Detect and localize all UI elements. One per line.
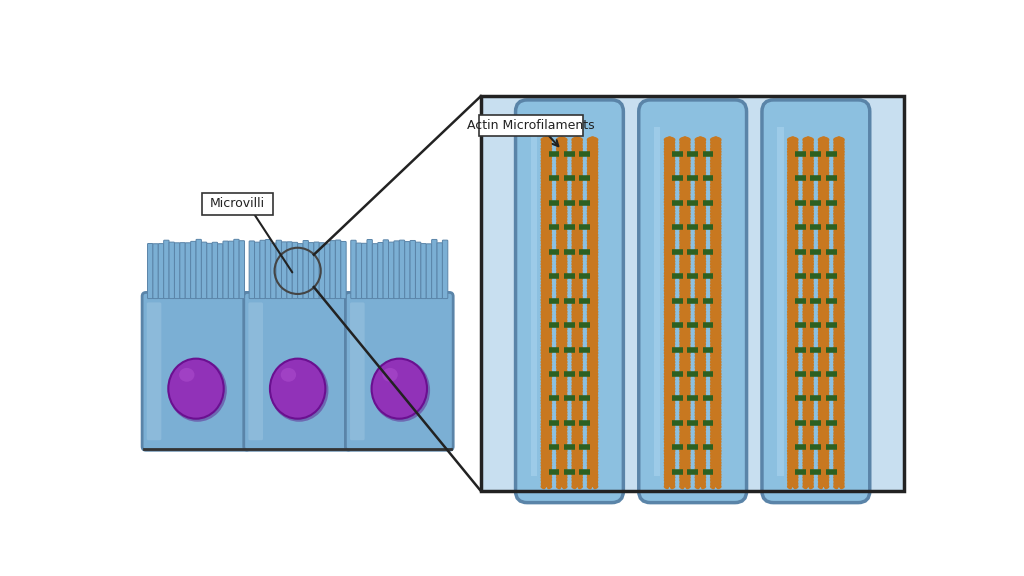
FancyBboxPatch shape <box>202 242 207 298</box>
FancyBboxPatch shape <box>196 240 202 298</box>
FancyBboxPatch shape <box>416 243 421 298</box>
FancyBboxPatch shape <box>373 241 378 298</box>
FancyBboxPatch shape <box>303 243 308 298</box>
FancyBboxPatch shape <box>432 240 437 298</box>
FancyBboxPatch shape <box>341 242 346 298</box>
FancyBboxPatch shape <box>249 244 255 298</box>
Ellipse shape <box>270 359 329 422</box>
FancyBboxPatch shape <box>249 302 263 440</box>
FancyBboxPatch shape <box>260 241 265 298</box>
FancyBboxPatch shape <box>399 244 404 298</box>
Bar <box>481 96 904 491</box>
FancyBboxPatch shape <box>202 193 273 215</box>
FancyBboxPatch shape <box>164 241 169 298</box>
FancyBboxPatch shape <box>153 241 159 298</box>
FancyBboxPatch shape <box>207 241 212 298</box>
FancyBboxPatch shape <box>228 241 233 298</box>
FancyBboxPatch shape <box>240 242 245 298</box>
FancyBboxPatch shape <box>378 242 383 298</box>
FancyBboxPatch shape <box>223 240 228 298</box>
FancyBboxPatch shape <box>276 240 282 298</box>
FancyBboxPatch shape <box>639 100 746 503</box>
FancyBboxPatch shape <box>367 241 373 298</box>
FancyBboxPatch shape <box>313 242 319 298</box>
Bar <box>777 127 783 476</box>
FancyBboxPatch shape <box>265 241 270 298</box>
FancyBboxPatch shape <box>325 242 330 298</box>
FancyBboxPatch shape <box>270 241 276 298</box>
FancyBboxPatch shape <box>169 241 174 298</box>
FancyBboxPatch shape <box>217 241 223 298</box>
FancyBboxPatch shape <box>319 241 325 298</box>
Ellipse shape <box>179 368 195 382</box>
FancyBboxPatch shape <box>159 241 164 298</box>
FancyBboxPatch shape <box>421 241 426 298</box>
Ellipse shape <box>372 359 430 422</box>
Bar <box>531 127 538 476</box>
FancyBboxPatch shape <box>361 242 367 298</box>
FancyBboxPatch shape <box>350 302 365 440</box>
Ellipse shape <box>382 368 397 382</box>
FancyBboxPatch shape <box>282 240 287 298</box>
FancyBboxPatch shape <box>404 240 410 298</box>
Ellipse shape <box>372 359 427 419</box>
FancyBboxPatch shape <box>142 293 250 450</box>
Ellipse shape <box>270 359 326 419</box>
FancyBboxPatch shape <box>515 100 624 503</box>
FancyBboxPatch shape <box>383 240 388 298</box>
FancyBboxPatch shape <box>147 241 153 298</box>
FancyBboxPatch shape <box>185 241 190 298</box>
FancyBboxPatch shape <box>394 242 399 298</box>
Bar <box>481 96 904 491</box>
Text: Microvilli: Microvilli <box>210 198 265 210</box>
FancyBboxPatch shape <box>479 115 583 136</box>
FancyBboxPatch shape <box>292 240 298 298</box>
FancyBboxPatch shape <box>298 240 303 298</box>
FancyBboxPatch shape <box>356 242 361 298</box>
FancyBboxPatch shape <box>388 242 394 298</box>
FancyBboxPatch shape <box>330 241 336 298</box>
Ellipse shape <box>168 359 223 419</box>
FancyBboxPatch shape <box>174 244 180 298</box>
FancyBboxPatch shape <box>426 241 432 298</box>
FancyBboxPatch shape <box>442 242 447 298</box>
FancyBboxPatch shape <box>437 242 442 298</box>
FancyBboxPatch shape <box>233 244 240 298</box>
Bar <box>481 96 904 491</box>
FancyBboxPatch shape <box>190 242 196 298</box>
FancyBboxPatch shape <box>336 242 341 298</box>
Text: Actin Microfilaments: Actin Microfilaments <box>467 119 595 132</box>
Ellipse shape <box>168 359 226 422</box>
Ellipse shape <box>281 368 296 382</box>
Bar <box>654 127 660 476</box>
FancyBboxPatch shape <box>180 240 185 298</box>
FancyBboxPatch shape <box>308 240 313 298</box>
FancyBboxPatch shape <box>146 302 162 440</box>
FancyBboxPatch shape <box>345 293 454 450</box>
FancyBboxPatch shape <box>351 241 356 298</box>
FancyBboxPatch shape <box>287 240 292 298</box>
FancyBboxPatch shape <box>255 242 260 298</box>
FancyBboxPatch shape <box>410 243 416 298</box>
FancyBboxPatch shape <box>762 100 869 503</box>
FancyBboxPatch shape <box>244 293 351 450</box>
FancyBboxPatch shape <box>212 240 217 298</box>
